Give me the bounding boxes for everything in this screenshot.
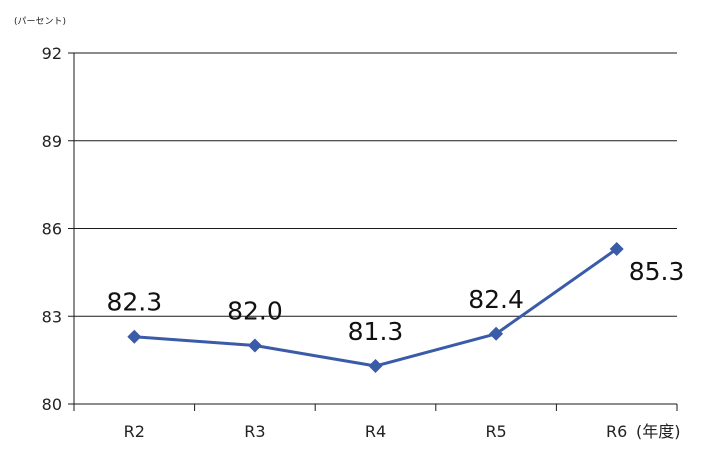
series-line-path xyxy=(134,247,618,368)
data-point-marker xyxy=(489,326,504,341)
data-label: 82.3 xyxy=(106,288,162,317)
data-label: 81.3 xyxy=(348,317,404,346)
gridlines xyxy=(74,52,677,317)
data-point-marker xyxy=(368,358,383,373)
data-point-marker xyxy=(609,241,624,256)
x-tick-label: R4 xyxy=(365,422,386,441)
x-tick-label: R3 xyxy=(244,422,265,441)
data-point-marker xyxy=(127,329,142,344)
data-labels: 82.3 82.0 81.3 82.4 85.3 xyxy=(106,257,684,346)
data-label: 82.4 xyxy=(468,285,524,314)
x-tick-label: R6 xyxy=(606,422,627,441)
data-point-marker xyxy=(247,338,262,353)
x-tick-label: R5 xyxy=(485,422,506,441)
x-tick-labels: R2 R3 R4 R5 R6 xyxy=(73,404,678,441)
y-tick-label: 92 xyxy=(42,44,62,63)
data-label: 82.0 xyxy=(227,297,283,326)
y-tick-label: 86 xyxy=(42,220,62,239)
series-line xyxy=(134,247,618,368)
series-markers xyxy=(127,241,624,373)
y-axis-unit-label: (パーセント) xyxy=(14,16,66,27)
y-tick-label: 83 xyxy=(42,307,62,326)
x-axis-unit-label: (年度) xyxy=(636,422,681,441)
y-tick-label: 89 xyxy=(42,132,62,151)
y-tick-labels: 80 83 86 89 92 xyxy=(42,44,74,414)
y-tick-label: 80 xyxy=(42,395,62,414)
x-tick-label: R2 xyxy=(124,422,145,441)
data-label: 85.3 xyxy=(629,257,685,286)
